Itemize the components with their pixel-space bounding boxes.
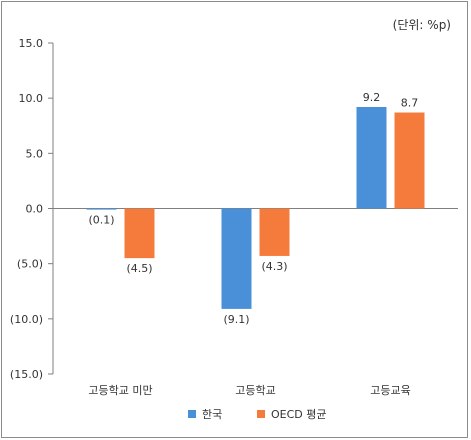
bar-korea	[221, 208, 252, 309]
legend-korea-label: 한국	[202, 408, 222, 421]
legend-korea-swatch	[188, 410, 196, 418]
data-label: (9.1)	[223, 313, 249, 326]
legend-oecd-label: OECD 평균	[271, 408, 327, 421]
unit-label: (단위: %p)	[392, 18, 451, 32]
y-tick-label: (15.0)	[10, 368, 43, 381]
bar-korea	[86, 208, 117, 210]
data-label: (0.1)	[88, 214, 114, 227]
bar-oecd	[394, 112, 425, 209]
y-tick-label: (5.0)	[17, 258, 43, 271]
bar-oecd	[259, 208, 290, 256]
y-tick-label: 0.0	[26, 203, 44, 216]
y-tick-label: 5.0	[26, 147, 44, 160]
legend-oecd-swatch	[257, 410, 265, 418]
data-label: (4.3)	[261, 260, 287, 273]
y-tick-label: (10.0)	[10, 313, 43, 326]
bar-oecd	[124, 208, 155, 259]
x-category-label: 고등학교	[235, 384, 275, 397]
y-tick-label: 10.0	[19, 92, 44, 105]
x-category-label: 고등교육	[370, 384, 410, 397]
y-tick-label: 15.0	[19, 37, 44, 50]
bar-korea	[356, 106, 387, 209]
data-label: 8.7	[401, 97, 419, 110]
data-label: (4.5)	[126, 262, 152, 275]
data-label: 9.2	[363, 91, 381, 104]
x-category-label: 고등학교 미만	[88, 384, 152, 397]
